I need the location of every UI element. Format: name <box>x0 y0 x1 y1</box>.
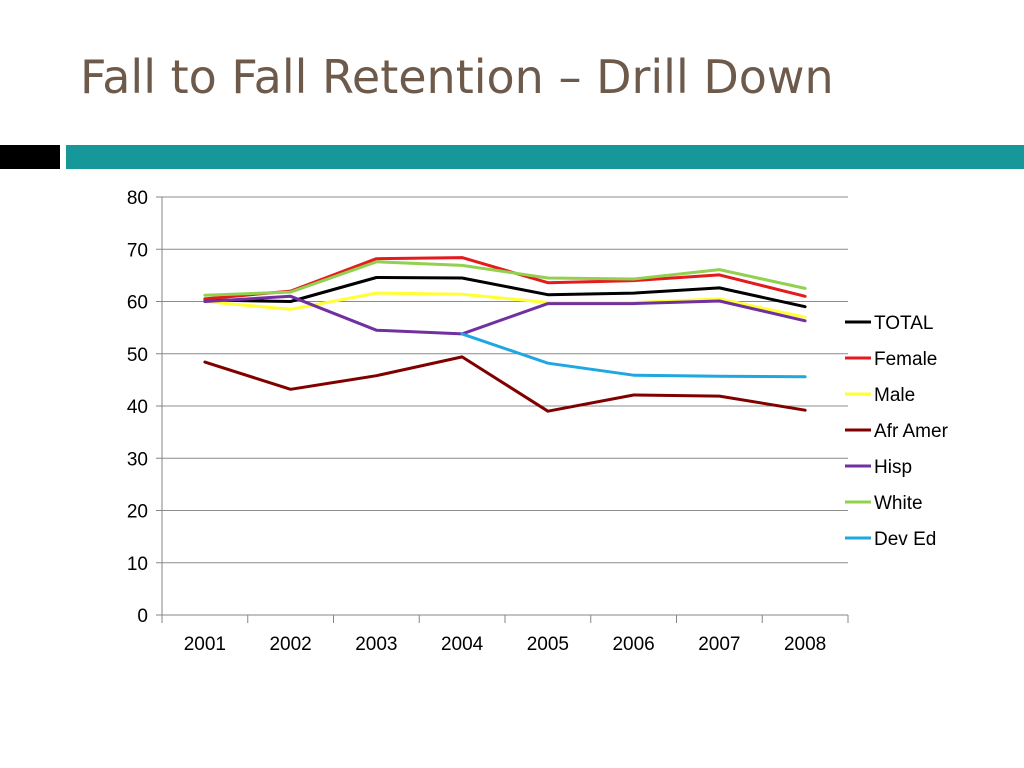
x-tick-label-2008: 2008 <box>784 634 826 655</box>
legend: TOTAL Female Male Afr Amer Hisp White Dev Ed <box>845 313 949 550</box>
series-line-dev-ed <box>460 332 807 379</box>
y-tick-label-10: 10 <box>127 554 148 575</box>
series-line-total <box>203 276 807 309</box>
gridlines <box>162 196 848 616</box>
series-line-female <box>203 256 807 301</box>
legend-label-dev-ed: Dev Ed <box>874 529 936 550</box>
series-line-hisp <box>203 294 807 336</box>
series-line-afr-amer <box>203 355 807 413</box>
series-line-male <box>203 291 807 319</box>
x-tick-label-2004: 2004 <box>441 634 484 655</box>
x-tick-label-2005: 2005 <box>527 634 569 655</box>
x-tick-label-2006: 2006 <box>612 634 654 655</box>
x-tick-label-2001: 2001 <box>184 634 226 655</box>
legend-label-female: Female <box>874 349 937 370</box>
y-tick-label-60: 60 <box>127 293 148 314</box>
y-tick-label-0: 0 <box>137 606 148 627</box>
y-tick-label-70: 70 <box>127 240 148 261</box>
legend-label-total: TOTAL <box>874 313 933 334</box>
y-tick-label-30: 30 <box>127 449 148 470</box>
legend-label-male: Male <box>874 385 915 406</box>
x-tick-label-2002: 2002 <box>269 634 311 655</box>
x-tick-label-2003: 2003 <box>355 634 397 655</box>
accent-bar-dark <box>0 145 60 169</box>
series-line-white <box>203 260 807 297</box>
legend-label-hisp: Hisp <box>874 457 912 478</box>
x-tick-label-2007: 2007 <box>698 634 740 655</box>
y-tick-label-20: 20 <box>127 502 148 523</box>
y-tick-label-50: 50 <box>127 345 148 366</box>
series-lines <box>203 256 807 413</box>
legend-label-white: White <box>874 493 923 514</box>
y-tick-label-40: 40 <box>127 397 148 418</box>
accent-bar-teal <box>66 145 1024 169</box>
legend-label-afr-amer: Afr Amer <box>874 421 949 442</box>
axes: 0 10 20 30 40 50 60 70 80 2001 2002 2003 2004 2005 200… <box>127 188 849 655</box>
slide-title: Fall to Fall Retention – Drill Down <box>80 50 834 104</box>
y-tick-label-80: 80 <box>127 188 148 209</box>
